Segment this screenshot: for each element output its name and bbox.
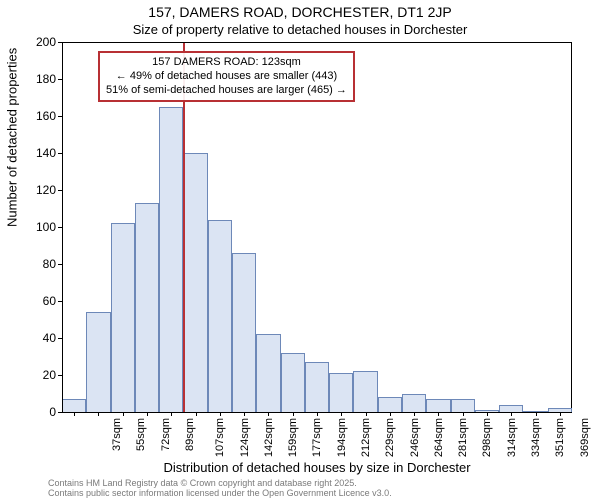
x-tick-label: 55sqm (135, 418, 147, 451)
histogram-bar (232, 253, 256, 412)
histogram-bar (135, 203, 159, 412)
x-tick-label: 194sqm (336, 418, 348, 457)
x-tick-mark (74, 412, 75, 416)
x-tick-label: 314sqm (506, 418, 518, 457)
x-tick-mark (341, 412, 342, 416)
histogram-bar (426, 399, 450, 412)
x-tick-mark (98, 412, 99, 416)
x-tick-label: 107sqm (214, 418, 226, 457)
histogram-bar (378, 397, 402, 412)
y-tick-mark (58, 190, 62, 191)
annotation-line-3: 51% of semi-detached houses are larger (… (106, 84, 347, 96)
y-tick-mark (58, 227, 62, 228)
annotation-box: 157 DAMERS ROAD: 123sqm ← 49% of detached… (98, 51, 355, 102)
x-tick-mark (171, 412, 172, 416)
x-tick-mark (268, 412, 269, 416)
x-tick-mark (220, 412, 221, 416)
x-tick-mark (438, 412, 439, 416)
histogram-bar (183, 153, 207, 412)
x-tick-label: 177sqm (312, 418, 324, 457)
chart-subtitle: Size of property relative to detached ho… (0, 22, 600, 37)
histogram-bar (353, 371, 377, 412)
y-tick-mark (58, 79, 62, 80)
x-tick-mark (414, 412, 415, 416)
x-tick-label: 298sqm (482, 418, 494, 457)
histogram-bar (86, 312, 110, 412)
x-tick-label: 159sqm (287, 418, 299, 457)
x-tick-label: 37sqm (111, 418, 123, 451)
x-tick-mark (536, 412, 537, 416)
x-tick-label: 281sqm (457, 418, 469, 457)
annotation-line-1: 157 DAMERS ROAD: 123sqm (152, 56, 301, 68)
x-tick-label: 124sqm (239, 418, 251, 457)
plot-area: 157 DAMERS ROAD: 123sqm ← 49% of detached… (62, 42, 572, 412)
footer-line-1: Contains HM Land Registry data © Crown c… (48, 478, 357, 488)
y-tick-label: 180 (16, 72, 56, 86)
x-tick-mark (244, 412, 245, 416)
x-tick-mark (560, 412, 561, 416)
y-tick-mark (58, 153, 62, 154)
x-axis-label: Distribution of detached houses by size … (62, 460, 572, 475)
y-tick-label: 200 (16, 35, 56, 49)
x-tick-mark (390, 412, 391, 416)
y-tick-mark (58, 412, 62, 413)
annotation-line-2: ← 49% of detached houses are smaller (44… (116, 70, 337, 82)
x-tick-mark (317, 412, 318, 416)
y-tick-mark (58, 42, 62, 43)
x-tick-label: 351sqm (554, 418, 566, 457)
x-tick-label: 89sqm (184, 418, 196, 451)
x-tick-mark (196, 412, 197, 416)
chart-title: 157, DAMERS ROAD, DORCHESTER, DT1 2JP (0, 4, 600, 20)
y-tick-label: 100 (16, 220, 56, 234)
y-tick-label: 160 (16, 109, 56, 123)
histogram-chart: 157, DAMERS ROAD, DORCHESTER, DT1 2JP Si… (0, 0, 600, 500)
x-tick-mark (463, 412, 464, 416)
y-axis (62, 42, 63, 412)
footer-line-2: Contains public sector information licen… (48, 488, 392, 498)
histogram-bar (281, 353, 305, 412)
x-tick-mark (511, 412, 512, 416)
y-tick-mark (58, 116, 62, 117)
x-tick-mark (487, 412, 488, 416)
y-tick-label: 120 (16, 183, 56, 197)
histogram-bar (62, 399, 86, 412)
x-tick-label: 246sqm (409, 418, 421, 457)
y-tick-label: 80 (16, 257, 56, 271)
histogram-bar (402, 394, 426, 413)
x-tick-label: 369sqm (579, 418, 591, 457)
x-tick-label: 264sqm (433, 418, 445, 457)
y-tick-label: 20 (16, 368, 56, 382)
histogram-bar (159, 107, 183, 412)
y-tick-label: 140 (16, 146, 56, 160)
histogram-bar (208, 220, 232, 412)
x-tick-mark (147, 412, 148, 416)
x-tick-label: 212sqm (360, 418, 372, 457)
y-tick-label: 60 (16, 294, 56, 308)
histogram-bar (256, 334, 280, 412)
y-tick-mark (58, 375, 62, 376)
y-tick-label: 0 (16, 405, 56, 419)
y-tick-mark (58, 264, 62, 265)
y-tick-mark (58, 301, 62, 302)
x-tick-mark (123, 412, 124, 416)
histogram-bar (451, 399, 475, 412)
y-tick-mark (58, 338, 62, 339)
y-tick-label: 40 (16, 331, 56, 345)
x-tick-label: 142sqm (263, 418, 275, 457)
histogram-bar (305, 362, 329, 412)
x-tick-label: 334sqm (530, 418, 542, 457)
x-tick-label: 229sqm (384, 418, 396, 457)
x-tick-mark (293, 412, 294, 416)
footer-attribution: Contains HM Land Registry data © Crown c… (48, 478, 392, 499)
x-tick-mark (366, 412, 367, 416)
histogram-bar (329, 373, 353, 412)
x-tick-label: 72sqm (160, 418, 172, 451)
histogram-bar (499, 405, 523, 412)
histogram-bar (111, 223, 135, 412)
